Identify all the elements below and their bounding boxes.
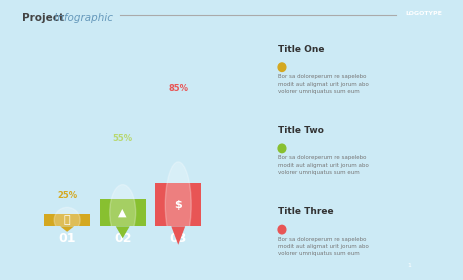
Text: ⏱: ⏱ bbox=[64, 215, 70, 225]
FancyBboxPatch shape bbox=[155, 183, 201, 226]
FancyBboxPatch shape bbox=[44, 214, 90, 226]
Circle shape bbox=[278, 225, 286, 234]
Text: Infographic: Infographic bbox=[51, 13, 113, 23]
Text: $: $ bbox=[175, 200, 182, 210]
Polygon shape bbox=[171, 226, 185, 245]
Text: ▲: ▲ bbox=[119, 207, 127, 218]
Text: Title Three: Title Three bbox=[278, 207, 333, 216]
Text: 03: 03 bbox=[169, 232, 187, 244]
Text: Bor sa doloreperum re sapelebo
modit aut aligmat urit jorum abo
volorer umniquat: Bor sa doloreperum re sapelebo modit aut… bbox=[278, 237, 369, 256]
Polygon shape bbox=[116, 226, 130, 238]
Text: 01: 01 bbox=[58, 232, 76, 244]
Text: Project: Project bbox=[22, 13, 64, 23]
Text: Title Two: Title Two bbox=[278, 126, 324, 135]
Circle shape bbox=[278, 144, 286, 153]
Text: LOGOTYPE: LOGOTYPE bbox=[406, 11, 442, 16]
Text: 1: 1 bbox=[407, 263, 411, 268]
Text: 02: 02 bbox=[114, 232, 131, 244]
Text: 85%: 85% bbox=[168, 84, 188, 93]
Text: Bor sa doloreperum re sapelebo
modit aut aligmat urit jorum abo
volorer umniquat: Bor sa doloreperum re sapelebo modit aut… bbox=[278, 74, 369, 94]
Circle shape bbox=[165, 162, 191, 248]
FancyBboxPatch shape bbox=[100, 199, 146, 226]
Text: 25%: 25% bbox=[57, 191, 77, 200]
Text: Bor sa doloreperum re sapelebo
modit aut aligmat urit jorum abo
volorer umniquat: Bor sa doloreperum re sapelebo modit aut… bbox=[278, 155, 369, 175]
Circle shape bbox=[278, 63, 286, 71]
Circle shape bbox=[54, 207, 80, 233]
Text: Title One: Title One bbox=[278, 45, 324, 54]
Text: 55%: 55% bbox=[113, 134, 133, 143]
Polygon shape bbox=[60, 226, 74, 232]
Circle shape bbox=[110, 185, 136, 240]
